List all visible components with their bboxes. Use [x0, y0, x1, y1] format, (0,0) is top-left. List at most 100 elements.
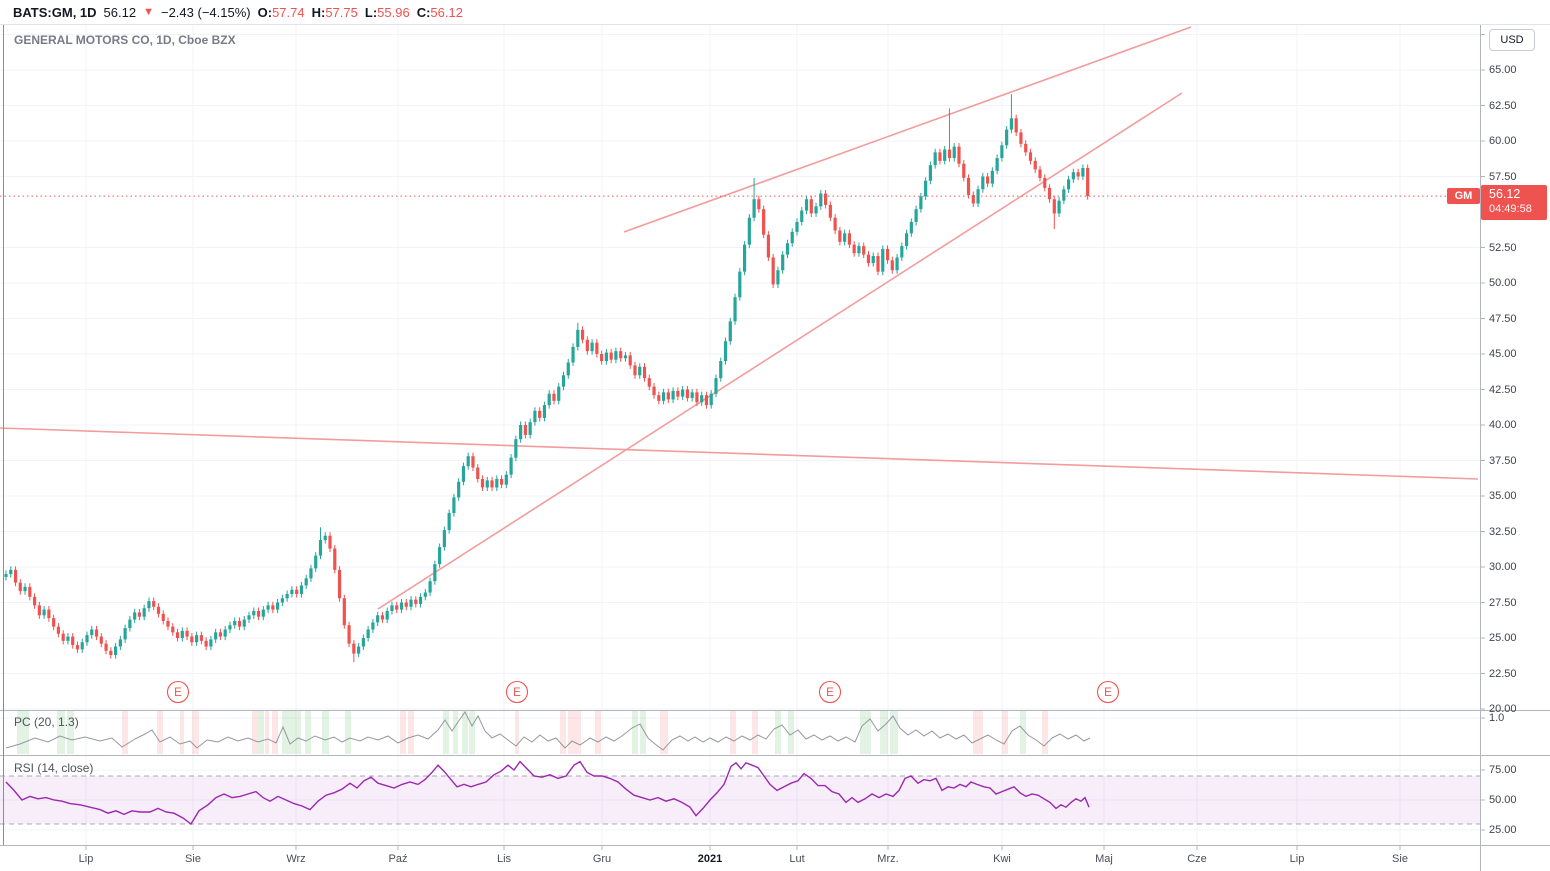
candle-body — [1033, 160, 1037, 170]
candle-body — [704, 395, 709, 406]
candle-body — [542, 405, 547, 418]
candle-body — [990, 170, 994, 184]
high-value: H:57.75 — [311, 4, 358, 20]
currency-toggle-button[interactable]: USD — [1489, 29, 1535, 51]
candle-body — [252, 611, 256, 616]
candle-body — [519, 425, 523, 440]
candle-body — [647, 378, 651, 387]
price-tick-label: 57.50 — [1489, 170, 1517, 183]
candle-body — [709, 393, 713, 406]
candle-body — [476, 467, 480, 479]
candle-body — [561, 375, 566, 387]
candle-body — [681, 389, 685, 397]
candle-body — [661, 392, 666, 401]
candle-body — [461, 466, 466, 482]
candle-body — [1057, 200, 1061, 214]
time-tick-label: Cze — [1187, 853, 1207, 865]
candle-body — [113, 646, 118, 656]
trendline-horizontal-resistance[interactable] — [0, 427, 1479, 480]
symbol-price-flag: GM — [1447, 188, 1480, 204]
earnings-marker-icon — [1096, 680, 1120, 704]
time-tick-label: Lut — [789, 853, 805, 865]
rsi-axis-label: 75.00 — [1489, 764, 1517, 776]
candle-body — [104, 643, 108, 651]
candle-body — [619, 351, 623, 359]
candle-body — [328, 535, 332, 549]
candle-body — [128, 619, 132, 629]
candle-body — [52, 618, 56, 627]
candle-body — [871, 256, 875, 264]
candle-body — [952, 146, 956, 159]
candle-body — [271, 605, 275, 610]
candle-body — [752, 199, 756, 218]
rsi-axis-label: 50.00 — [1489, 794, 1517, 806]
rsi-indicator-label[interactable]: RSI (14, close) — [14, 761, 94, 775]
price-tick-label: 20.00 — [1489, 703, 1517, 715]
candle-body — [485, 480, 489, 488]
candle-body — [133, 612, 137, 620]
trendline-wedge-top[interactable] — [623, 26, 1192, 233]
candle-body — [161, 613, 165, 621]
candle-body — [962, 163, 966, 178]
candle-body — [623, 355, 628, 359]
candle-body — [204, 640, 208, 647]
trendline-drawings[interactable] — [0, 26, 1479, 610]
candle-body — [1062, 189, 1066, 201]
candle-body — [442, 530, 446, 548]
candle-body — [919, 196, 923, 210]
candle-body — [866, 254, 871, 264]
candle-body — [195, 635, 199, 643]
candle-body — [123, 628, 127, 640]
candle-body — [237, 620, 242, 627]
candle-body — [790, 231, 794, 244]
trendline-rising-support[interactable] — [377, 92, 1183, 610]
last-price-value: 56.12 — [103, 4, 137, 20]
candle-body — [943, 149, 947, 161]
candle-body — [466, 456, 470, 467]
candle-body — [757, 199, 761, 210]
candle-body — [843, 233, 847, 242]
candle-body — [904, 233, 909, 247]
candle-body — [185, 630, 189, 637]
candle-body — [957, 146, 961, 164]
candle-body — [847, 233, 852, 245]
price-tick-label: 32.50 — [1489, 525, 1517, 538]
candle-body — [557, 386, 561, 401]
candle-body — [566, 362, 570, 376]
candle-body — [1028, 152, 1033, 161]
candle-body — [152, 601, 156, 607]
candle-body — [642, 366, 647, 379]
pc-indicator-label[interactable]: PC (20, 1.3) — [14, 715, 79, 729]
svg-text:E: E — [826, 687, 834, 699]
candle-body — [1047, 187, 1052, 200]
candle-body — [156, 606, 161, 614]
candle-body — [971, 194, 975, 204]
candle-body — [690, 392, 694, 399]
candle-body — [714, 378, 718, 394]
candle-body — [180, 630, 184, 638]
candle-body — [528, 422, 532, 435]
candle-body — [538, 410, 542, 418]
candle-body — [580, 329, 585, 340]
candle-body — [523, 425, 527, 435]
candle-body — [909, 221, 913, 234]
candle-body — [509, 457, 513, 475]
chart-legend[interactable]: GENERAL MOTORS CO, 1D, Cboe BZX — [14, 33, 236, 47]
candle-body — [781, 254, 785, 271]
symbol-title[interactable]: BATS:GM, 1D — [13, 4, 97, 20]
candle-body — [652, 386, 656, 396]
candlestick-series — [4, 94, 1090, 663]
candle-body — [604, 352, 608, 362]
candle-body — [800, 210, 804, 222]
candle-body — [218, 632, 223, 637]
candle-body — [1071, 172, 1075, 180]
candle-body — [676, 390, 680, 397]
svg-text:E: E — [513, 687, 521, 699]
candle-body — [771, 257, 775, 285]
pc-volatility-bands — [17, 711, 1048, 754]
candle-body — [499, 478, 504, 485]
candle-body — [695, 392, 699, 403]
candle-body — [266, 605, 270, 610]
